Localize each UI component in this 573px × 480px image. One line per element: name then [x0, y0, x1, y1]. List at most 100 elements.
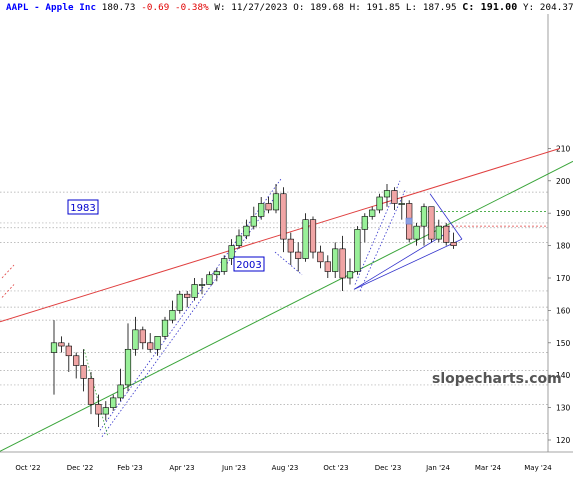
- candle-up: [435, 225, 442, 240]
- candle-up: [228, 245, 235, 259]
- y-tick-label: 130: [556, 404, 571, 413]
- candle-down: [309, 219, 317, 253]
- trendline-red: [0, 147, 561, 323]
- wedge-upper: [429, 193, 463, 240]
- label-box-2003: [233, 256, 265, 272]
- trendline-green: [0, 160, 573, 452]
- candle-up: [124, 348, 132, 386]
- candle-down: [287, 238, 294, 253]
- candle-up: [383, 190, 391, 198]
- candle-down: [324, 261, 331, 272]
- y-tick-label: 120: [556, 436, 571, 445]
- label-1983: 1983: [70, 203, 95, 214]
- bar-date: W: 11/27/2023: [214, 2, 288, 13]
- x-tick-label: Jun '23: [221, 464, 246, 472]
- candle-down: [339, 248, 346, 279]
- candle-up: [221, 258, 228, 272]
- y-tick-label: 190: [556, 209, 571, 218]
- candle-up: [198, 284, 206, 286]
- symbol-label: AAPL - Apple Inc: [6, 2, 97, 13]
- candle-down: [265, 203, 272, 211]
- candle-up: [132, 329, 139, 350]
- x-tick-label: Apr '23: [169, 464, 194, 472]
- last-price: 180.73: [101, 2, 136, 13]
- x-tick-label: Dec '23: [375, 464, 402, 472]
- candle-up: [420, 206, 428, 227]
- channel-upper: [99, 177, 283, 431]
- close-value: C: 191.00: [462, 2, 518, 13]
- candle-up: [50, 342, 58, 353]
- candle-down: [450, 242, 457, 246]
- y-tick-label: 210: [556, 144, 571, 153]
- channel-lower: [359, 190, 406, 292]
- candle-up: [176, 293, 183, 311]
- wedge-lower: [353, 238, 463, 290]
- candle-down: [295, 251, 302, 259]
- open-value: O: 189.68: [293, 2, 344, 13]
- candle-up: [110, 397, 117, 408]
- candle-up: [272, 193, 280, 211]
- candle-down: [65, 345, 72, 357]
- candle-down: [58, 342, 65, 347]
- x-tick-label: Jan '24: [425, 464, 450, 472]
- y-tick-label: 140: [556, 371, 571, 380]
- ytd-value: Y: 204.37: [522, 2, 573, 13]
- watermark: slopecharts.com: [432, 371, 562, 387]
- candle-up: [102, 407, 109, 415]
- x-tick-label: Dec '22: [67, 464, 94, 472]
- candle-up: [169, 310, 176, 321]
- candle-up: [191, 284, 198, 298]
- candle-up: [413, 225, 420, 240]
- x-tick-label: Aug '23: [272, 464, 299, 472]
- gap-marker: [405, 217, 413, 225]
- candle-up: [250, 216, 257, 227]
- price-change: -0.69 -0.38%: [141, 2, 209, 13]
- candle-up: [213, 271, 220, 276]
- candle-down: [391, 190, 398, 204]
- y-tick-label: 170: [556, 274, 571, 283]
- candle-down: [443, 225, 450, 243]
- y-tick-label: 180: [556, 242, 571, 251]
- trendline-red-stub: [1, 264, 15, 279]
- candle-down: [428, 206, 435, 240]
- chart-header: AAPL - Apple Inc 180.73 -0.69 -0.38% W: …: [6, 2, 573, 13]
- high-value: H: 191.85: [349, 2, 401, 13]
- label-2003: 2003: [236, 260, 261, 271]
- x-tick-label: Oct '22: [15, 464, 40, 472]
- x-tick-label: Feb '23: [117, 464, 142, 472]
- candle-up: [361, 216, 368, 230]
- trendline-red-stub: [1, 284, 15, 298]
- candle-down: [73, 355, 80, 366]
- channel-lower: [274, 251, 303, 276]
- x-tick-label: Mar '24: [475, 464, 502, 472]
- candle-up: [235, 235, 243, 246]
- candle-down: [280, 193, 287, 240]
- green-dotted-leg: [83, 349, 109, 437]
- channel-upper: [354, 180, 401, 285]
- candle-up: [398, 203, 405, 205]
- candle-down: [317, 251, 324, 263]
- candle-up: [154, 336, 161, 350]
- low-value: L: 187.95: [405, 2, 457, 13]
- candle-up: [376, 196, 383, 211]
- x-tick-label: Oct '23: [323, 464, 348, 472]
- candle-up: [206, 274, 213, 285]
- candle-up: [117, 384, 124, 399]
- candle-down: [147, 342, 154, 350]
- x-tick-label: May '24: [524, 464, 552, 472]
- wedge-lower: [353, 230, 451, 290]
- y-tick-label: 160: [556, 306, 571, 315]
- candle-up: [302, 219, 309, 259]
- candle-down: [87, 378, 95, 405]
- candle-up: [346, 271, 354, 279]
- candle-down: [80, 365, 87, 379]
- candle-up: [258, 203, 265, 217]
- y-tick-label: 150: [556, 339, 571, 348]
- candle-up: [161, 319, 169, 337]
- y-tick-label: 200: [556, 177, 571, 186]
- label-box-1983: [67, 199, 99, 215]
- candle-down: [139, 329, 146, 344]
- candle-up: [369, 209, 376, 217]
- candle-down: [184, 293, 191, 298]
